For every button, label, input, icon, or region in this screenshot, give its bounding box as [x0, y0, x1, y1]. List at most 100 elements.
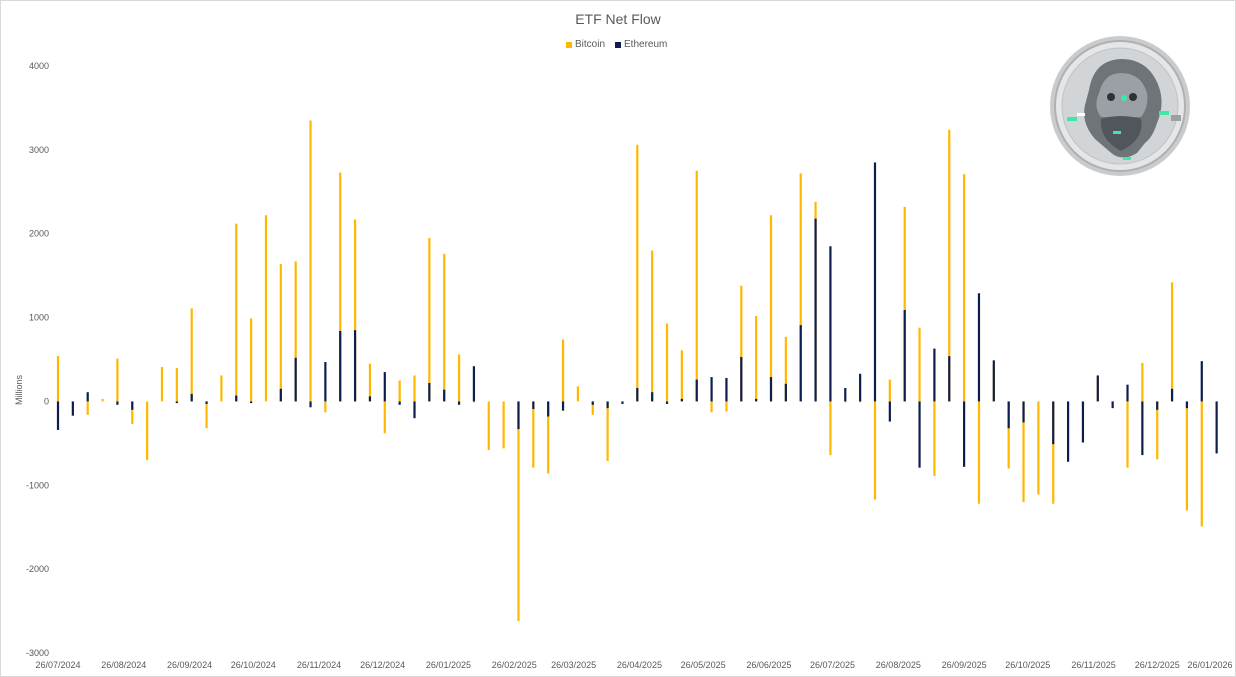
bar-ethereum-2024-09-20	[175, 401, 178, 404]
bar-bitcoin-2025-01-03	[398, 380, 401, 402]
legend-swatch-bitcoin	[566, 41, 572, 48]
bar-bitcoin-2025-11-07	[1052, 401, 1055, 504]
y-tick-label: -2000	[26, 564, 49, 574]
bar-bitcoin-2024-10-25	[250, 318, 253, 402]
bar-ethereum-2024-11-29	[324, 362, 327, 402]
ethereum-bars	[56, 162, 1218, 468]
bar-bitcoin-2024-09-13	[160, 367, 164, 402]
x-tick-label: 26/05/2025	[681, 660, 726, 670]
bar-ethereum-2025-10-24	[1022, 401, 1025, 423]
bar-bitcoin-2025-12-19	[1141, 362, 1144, 402]
x-tick-label: 26/07/2024	[35, 660, 80, 670]
x-tick-label: 26/07/2025	[810, 660, 855, 670]
bar-ethereum-2025-01-10	[413, 401, 416, 419]
bar-bitcoin-2025-03-21	[561, 339, 565, 402]
bar-bitcoin-2025-07-04	[784, 336, 787, 402]
y-tick-labels: -3000 -2000 -1000 0 1000 2000 3000 4000	[26, 61, 49, 658]
bar-bitcoin-2024-10-11	[220, 375, 223, 402]
bar-ethereum-2025-10-10	[992, 360, 995, 402]
bar-bitcoin-2024-10-18	[235, 223, 238, 402]
bar-ethereum-2025-12-05	[1111, 401, 1114, 409]
bar-bitcoin-2025-05-09	[665, 323, 669, 402]
bar-ethereum-2025-03-07	[532, 401, 535, 409]
bar-bitcoin-2025-05-16	[680, 350, 683, 402]
bar-ethereum-2025-09-26	[963, 401, 966, 467]
bar-bitcoin-2025-10-31	[1037, 401, 1040, 495]
bar-bitcoin-2025-03-14	[547, 401, 550, 474]
bar-bitcoin-2025-05-30	[710, 401, 713, 413]
x-tick-label: 26/12/2024	[360, 660, 405, 670]
y-tick-label: -1000	[26, 480, 49, 490]
bar-ethereum-2024-09-27	[190, 393, 193, 402]
x-tick-label: 26/03/2025	[551, 660, 596, 670]
bar-bitcoin-2024-12-20	[368, 363, 372, 402]
bar-ethereum-2026-01-02	[1170, 388, 1174, 402]
y-tick-label: 0	[44, 396, 49, 406]
bar-bitcoin-2025-10-03	[977, 401, 981, 504]
bar-ethereum-2025-05-09	[665, 401, 669, 404]
bar-ethereum-2025-09-05	[918, 401, 921, 468]
bar-bitcoin-2025-04-25	[636, 144, 639, 402]
y-tick-label: -3000	[26, 648, 49, 658]
bar-ethereum-2024-12-06	[339, 330, 342, 402]
bar-bitcoin-2025-08-01	[844, 401, 847, 403]
bar-ethereum-2025-12-26	[1156, 401, 1159, 410]
bar-bitcoin-2025-09-26	[963, 174, 966, 402]
bar-ethereum-2026-01-16	[1200, 361, 1203, 402]
bar-bitcoin-2024-11-15	[294, 261, 297, 402]
bar-ethereum-2024-11-22	[309, 401, 312, 408]
bar-bitcoin-2025-10-17	[1007, 401, 1010, 469]
x-tick-label: 26/11/2024	[297, 660, 341, 670]
bar-ethereum-2024-10-04	[205, 401, 208, 404]
bar-ethereum-2024-08-02	[71, 401, 74, 416]
bar-bitcoin-2025-12-26	[1156, 401, 1159, 460]
bar-bitcoin-2025-07-25	[829, 401, 832, 456]
bar-ethereum-2025-12-19	[1141, 401, 1144, 456]
bar-ethereum-2025-01-17	[428, 382, 431, 402]
bar-ethereum-2025-10-03	[977, 293, 981, 402]
x-tick-labels: 26/07/2024 26/08/2024 26/09/2024 26/10/2024…	[35, 660, 1232, 670]
legend-label-ethereum: Ethereum	[624, 39, 668, 50]
bar-ethereum-2025-01-24	[443, 389, 446, 402]
bar-bitcoin-2025-08-22	[888, 379, 891, 402]
bar-bitcoin-2025-04-11	[606, 401, 609, 461]
bar-bitcoin-2025-05-02	[651, 250, 654, 402]
bar-ethereum-2025-11-14	[1066, 401, 1070, 462]
bar-bitcoin-2024-11-01	[264, 215, 268, 402]
bar-bitcoin-2025-01-10	[413, 375, 416, 402]
x-tick-label: 26/10/2025	[1005, 660, 1050, 670]
bar-bitcoin-2024-11-29	[324, 401, 327, 413]
bar-bitcoin-2026-01-16	[1200, 401, 1203, 527]
bar-ethereum-2025-05-16	[680, 398, 683, 402]
x-tick-label: 26/04/2025	[617, 660, 662, 670]
bar-bitcoin-2025-10-24	[1022, 401, 1025, 503]
bearded-face-coin-icon	[1050, 36, 1190, 176]
legend-swatch-ethereum	[615, 41, 622, 48]
bar-bitcoin-2024-09-06	[146, 401, 149, 461]
bar-bitcoin-2025-05-23	[695, 170, 698, 402]
bar-bitcoin-2024-08-30	[131, 401, 134, 425]
bar-ethereum-2025-11-28	[1096, 375, 1099, 402]
bar-bitcoin-2025-06-13	[740, 285, 743, 402]
bar-bitcoin-2024-11-22	[309, 120, 312, 402]
y-tick-label: 1000	[29, 313, 49, 323]
x-tick-label: 26/02/2025	[492, 660, 537, 670]
y-tick-label: 3000	[29, 145, 49, 155]
bar-bitcoin-2024-12-13	[353, 219, 357, 402]
bar-bitcoin-2024-09-27	[190, 308, 193, 402]
bar-ethereum-2024-10-18	[235, 395, 238, 402]
legend-label-bitcoin: Bitcoin	[575, 39, 606, 50]
bitcoin-bars	[56, 120, 1203, 622]
bar-bitcoin-2024-09-20	[175, 367, 178, 402]
bar-bitcoin-2025-08-29	[903, 206, 906, 402]
x-tick-label: 26/08/2025	[876, 660, 921, 670]
bar-ethereum-2025-09-19	[948, 356, 951, 402]
y-tick-label: 4000	[29, 61, 49, 71]
bar-ethereum-2024-12-13	[353, 330, 357, 402]
bar-ethereum-2025-11-07	[1052, 401, 1055, 445]
x-tick-label: 26/09/2024	[167, 660, 212, 670]
bar-ethereum-2024-10-25	[250, 401, 253, 404]
bar-bitcoin-2025-04-04	[591, 401, 594, 415]
bar-ethereum-2025-06-06	[725, 377, 728, 402]
bar-bitcoin-2024-12-27	[383, 401, 386, 434]
